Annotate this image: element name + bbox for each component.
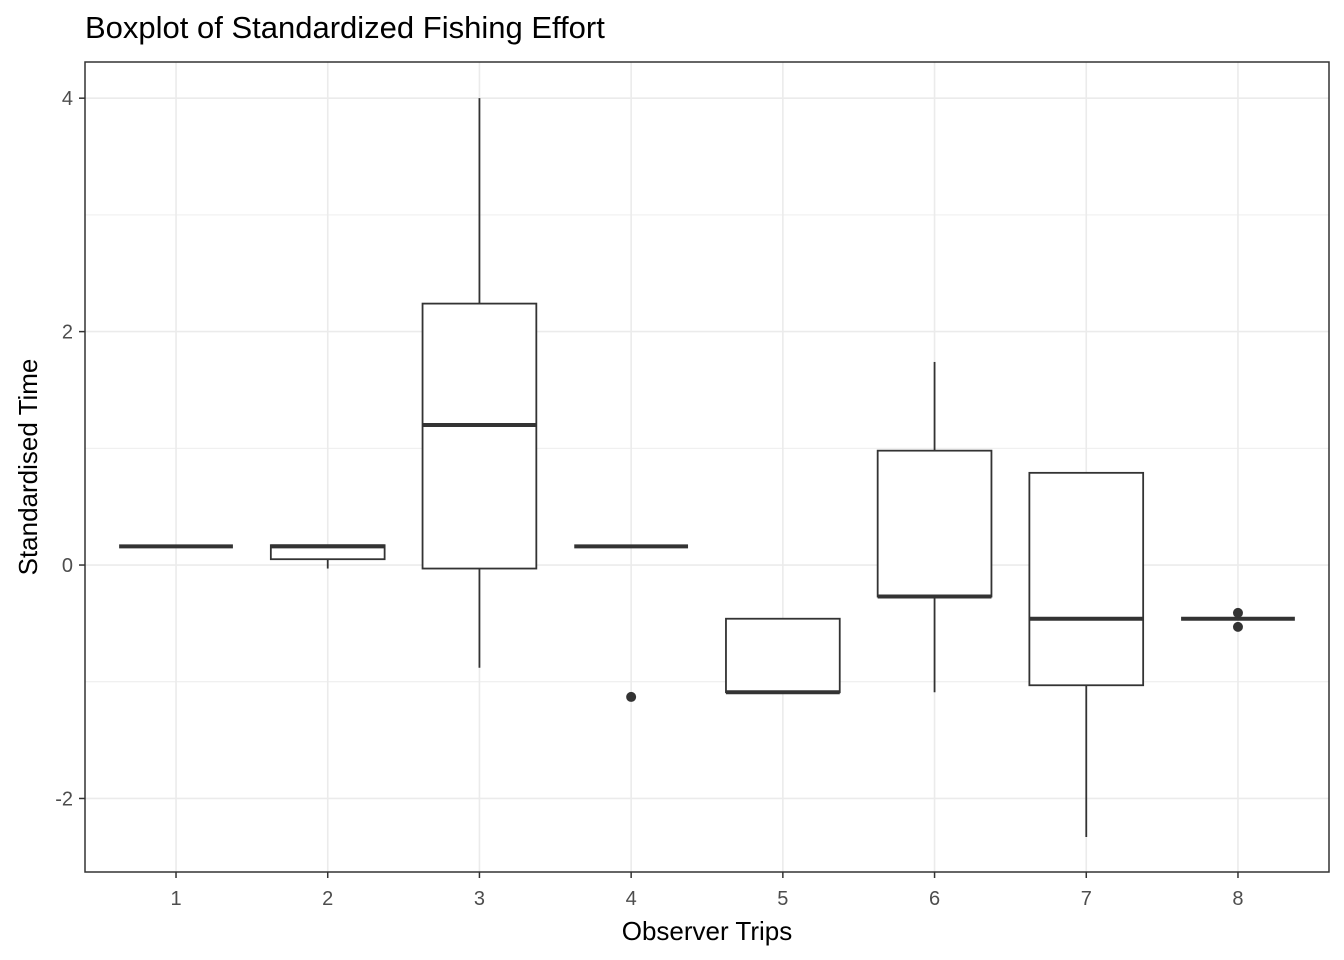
iqr-box	[1028, 471, 1145, 687]
x-tick-label: 4	[626, 888, 637, 910]
x-tick-label: 8	[1232, 888, 1243, 910]
box-trip-2	[269, 544, 386, 569]
box-trip-3	[421, 98, 538, 668]
box-trip-4	[574, 544, 689, 702]
x-tick-label: 3	[474, 888, 485, 910]
chart-title: Boxplot of Standardized Fishing Effort	[85, 10, 605, 45]
box-trip-5	[725, 617, 841, 695]
boxplot-series	[119, 98, 1295, 837]
x-tick-label: 5	[777, 888, 788, 910]
panel-border	[84, 61, 1330, 873]
box-trip-7	[1028, 471, 1145, 837]
box-trip-8	[1181, 607, 1295, 632]
x-tick-label: 6	[929, 888, 940, 910]
outlier-point	[1232, 621, 1243, 632]
y-axis-title: Standardised Time	[13, 359, 43, 576]
grid-lines	[85, 62, 1329, 872]
y-tick-label: -2	[55, 788, 73, 810]
iqr-box	[725, 617, 841, 694]
iqr-box	[876, 449, 993, 598]
box-trip-6	[876, 361, 993, 693]
x-axis-title: Observer Trips	[622, 916, 793, 946]
x-tick-label: 7	[1081, 888, 1092, 910]
y-tick-label: 2	[62, 322, 73, 344]
x-tick-label: 1	[170, 888, 181, 910]
outlier-point	[626, 691, 637, 702]
y-tick-label: 0	[62, 555, 73, 577]
y-tick-label: 4	[62, 88, 73, 110]
axes: -2 0 2 4 1 2 3 4 5 6 7 8	[55, 88, 1243, 910]
iqr-box	[421, 302, 538, 570]
outlier-point	[1232, 607, 1243, 618]
x-tick-label: 2	[322, 888, 333, 910]
